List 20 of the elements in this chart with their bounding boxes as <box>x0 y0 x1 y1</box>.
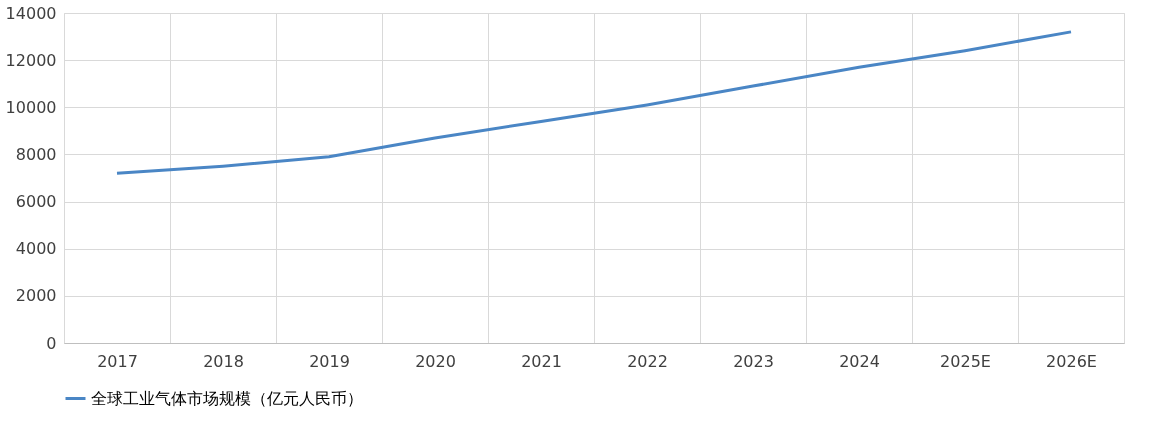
x-tick-label: 2018 <box>203 351 244 371</box>
y-tick-label: 14000 <box>5 3 57 23</box>
legend-label: 全球工业气体市场规模（亿元人民币） <box>91 388 363 408</box>
x-tick-label: 2023 <box>733 351 774 371</box>
x-tick-label: 2026E <box>1046 351 1097 371</box>
y-tick-label: 8000 <box>15 144 57 164</box>
y-tick-label: 2000 <box>15 286 57 306</box>
x-tick-label: 2025E <box>940 351 991 371</box>
x-tick-label: 2021 <box>521 351 562 371</box>
y-tick-label: 6000 <box>15 192 57 212</box>
x-tick-label: 2017 <box>97 351 138 371</box>
line-series <box>115 30 1073 175</box>
x-tick-label: 2024 <box>839 351 880 371</box>
y-tick-label: 10000 <box>5 97 57 117</box>
y-tick-label: 4000 <box>15 239 57 259</box>
x-tick-label: 2019 <box>309 351 350 371</box>
y-tick-label: 0 <box>46 333 57 353</box>
x-tick-label: 2022 <box>627 351 668 371</box>
x-tick-label: 2020 <box>415 351 456 371</box>
y-tick-label: 12000 <box>5 50 57 70</box>
